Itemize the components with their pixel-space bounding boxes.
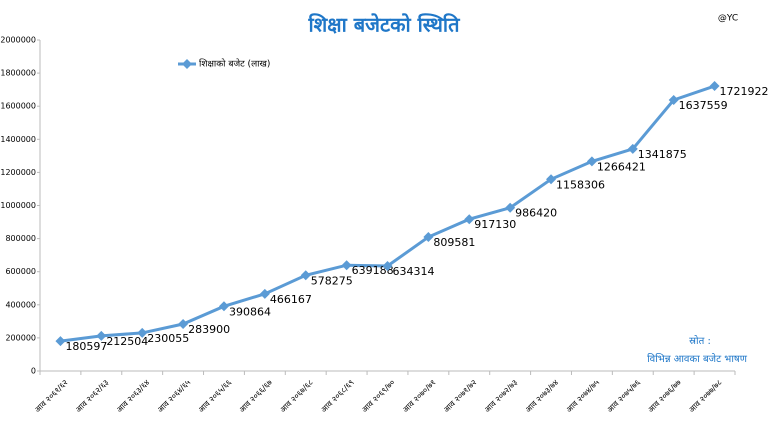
y-tick-label: 0: [31, 367, 36, 376]
point-marker: [300, 270, 311, 281]
y-tick-label: 1600000: [0, 102, 36, 111]
data-label: 1721922: [720, 85, 768, 98]
x-tick-label: आव २०७०/७१: [401, 378, 438, 415]
chart-title: शिक्षा बजेटको स्थिति: [307, 13, 461, 37]
y-tick-label: 800000: [5, 234, 36, 243]
data-label: 578275: [311, 274, 353, 287]
x-tick-label: आव २०७६/७७: [646, 378, 683, 415]
point-marker: [668, 94, 679, 105]
data-label: 283900: [188, 323, 230, 336]
y-tick-label: 1800000: [0, 69, 36, 78]
x-tick-label: आव २०६३/६४: [115, 378, 152, 415]
y-tick-label: 1400000: [0, 135, 36, 144]
y-tick-label: 1200000: [0, 168, 36, 177]
point-marker: [586, 156, 597, 167]
y-tick-label: 200000: [5, 333, 36, 342]
point-marker: [627, 143, 638, 154]
y-tick-label: 400000: [5, 300, 36, 309]
point-marker: [423, 232, 434, 243]
point-marker: [382, 261, 393, 272]
point-marker: [259, 288, 270, 299]
credit: @YC: [718, 14, 738, 24]
point-marker: [341, 260, 352, 271]
data-label: 466167: [270, 293, 312, 306]
point-marker: [55, 336, 66, 347]
source-label: स्रोत :: [689, 335, 711, 347]
point-marker: [218, 301, 229, 312]
x-tick-label: आव २०७३/७४: [524, 378, 561, 415]
point-marker: [709, 81, 720, 92]
x-tick-label: आव २०६७/६८: [278, 378, 315, 415]
x-tick-label: आव २०६४/६५: [156, 378, 193, 415]
data-label: 180597: [65, 340, 107, 353]
data-label: 917130: [474, 218, 516, 231]
point-marker: [137, 327, 148, 338]
data-label: 639188: [352, 264, 394, 277]
data-label: 986420: [515, 207, 557, 220]
x-tick-label: आव २०७७/७८: [687, 378, 724, 415]
point-marker: [505, 202, 516, 213]
data-label: 634314: [393, 265, 435, 278]
y-tick-label: 1000000: [0, 201, 36, 210]
source: विभिन्न आवका बजेट भाषण: [647, 353, 748, 365]
point-marker: [178, 319, 189, 330]
x-tick-label: आव २०७२/७३: [483, 378, 520, 415]
x-tick-label: आव २०६१/६२: [33, 378, 70, 415]
data-label: 1341875: [638, 148, 687, 161]
x-tick-label: आव २०६६/६७: [237, 378, 274, 415]
y-tick-label: 600000: [5, 267, 36, 276]
data-label: 1158306: [556, 178, 605, 191]
x-tick-label: आव २०६५/६६: [197, 378, 234, 415]
data-label: 390864: [229, 305, 271, 318]
data-label: 809581: [433, 236, 475, 249]
point-marker: [546, 174, 557, 185]
legend-marker: [182, 59, 192, 69]
x-tick-label: आव २०६२/६३: [74, 378, 111, 415]
data-label: 1266421: [597, 160, 646, 173]
series-line: [60, 84, 716, 343]
x-tick-label: आव २०७१/७२: [442, 378, 479, 415]
data-label: 212504: [106, 335, 148, 348]
point-marker: [464, 214, 475, 225]
x-tick-label: आव २०६८/६९: [319, 378, 356, 415]
point-marker: [96, 330, 107, 341]
data-label: 1637559: [679, 99, 728, 112]
legend-label: शिक्षाको बजेट (लाख): [199, 58, 270, 70]
x-tick-label: आव २०७४/७५: [564, 378, 601, 415]
data-label: 230055: [147, 332, 189, 345]
y-tick-label: 2000000: [0, 36, 36, 45]
x-tick-label: आव २०७५/७६: [605, 378, 642, 415]
x-tick-label: आव २०६९/७०: [360, 378, 397, 415]
